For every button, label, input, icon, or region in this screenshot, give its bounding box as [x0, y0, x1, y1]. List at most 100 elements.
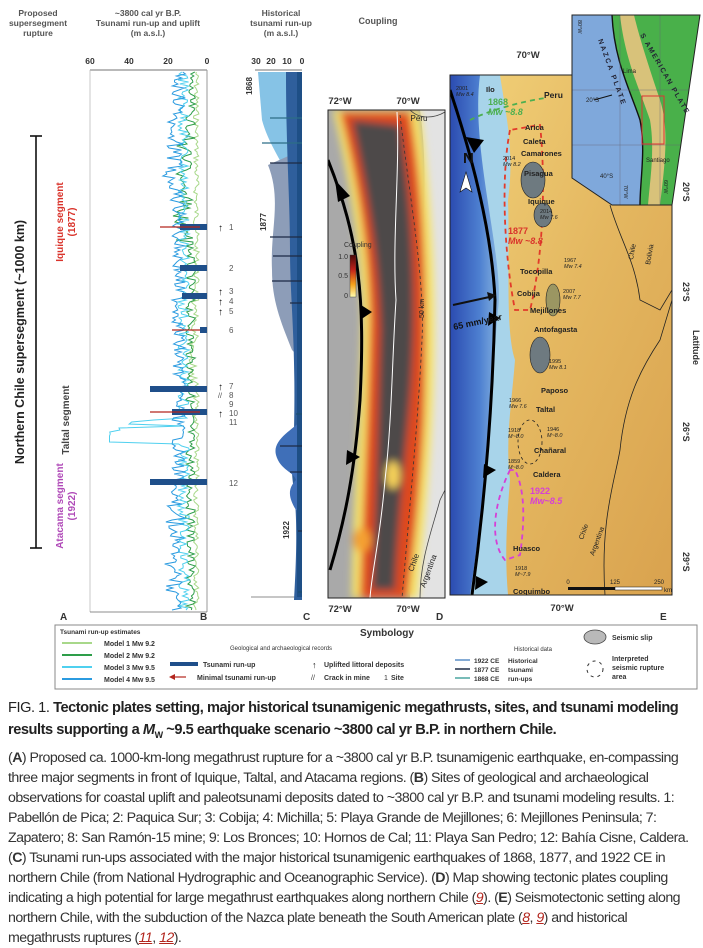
- city-label: Caldera: [533, 470, 561, 479]
- site-label: 9: [229, 400, 234, 409]
- hist-label: run-ups: [508, 676, 533, 683]
- city-label: Pisagua: [524, 169, 554, 178]
- header-b-line: Tsunami run-up and uplift: [96, 18, 200, 28]
- header-a-line: supersegment: [9, 18, 67, 28]
- panel-c-axis: 30 20 10 0: [251, 56, 305, 598]
- panel-e-frame: [449, 74, 673, 596]
- hist-label: tsunami: [508, 667, 533, 674]
- axis-tick-label: 30: [251, 56, 261, 66]
- tsunami-runup-bar: [180, 265, 207, 271]
- lon-label: 72°W: [328, 96, 351, 107]
- lat-label: 23°S: [681, 282, 691, 302]
- seismic-slip: [533, 202, 553, 228]
- axis-tick-label: 60: [85, 56, 95, 66]
- city-label: Chañaral: [534, 446, 566, 455]
- panel-a: Northern Chile supersegment (~1000 km) I…: [13, 135, 78, 549]
- event-label-1922: 1922: [282, 521, 291, 539]
- coupling-colorbar: Coupling 1.0 0.5 0: [338, 242, 371, 300]
- inset-lon-label: 70°W: [622, 185, 628, 199]
- caption-a: Proposed ca. 1000-km-long megathrust rup…: [8, 749, 679, 786]
- header-c: Historical tsunami run-up (m a.s.l.): [250, 8, 312, 38]
- panel-letters: A B C D E: [60, 612, 667, 623]
- convergence-arrowhead: [487, 292, 496, 301]
- subduction-triangle: [483, 464, 496, 478]
- north-arrow-icon: [459, 170, 473, 193]
- atacama-segment-label: Atacama segment: [55, 463, 66, 549]
- uplift-arrow-icon: ↑: [218, 287, 223, 298]
- latitude-title: Latitude: [691, 330, 701, 365]
- city-label: Cobija: [517, 289, 541, 298]
- site-label: 6: [229, 326, 234, 335]
- legend-label: Minimal tsunami run-up: [197, 675, 276, 682]
- subduction-triangle: [488, 312, 500, 326]
- header-a-line: rupture: [23, 28, 53, 38]
- reference-link-9[interactable]: 9: [475, 889, 484, 906]
- figure-caption: FIG. 1. Tectonic plates setting, major h…: [8, 697, 701, 948]
- lon-label: 70°W: [396, 96, 419, 107]
- colorbar-tick: 0.5: [338, 273, 348, 280]
- axis-tick-label: 10: [282, 56, 292, 66]
- seismic-slip-icon: [583, 629, 607, 645]
- header-a-line: Proposed: [18, 8, 57, 18]
- tsunami-runup-bar: [200, 327, 207, 333]
- lat-labels: 20°S 23°S 26°S 29°S Latitude: [681, 182, 701, 572]
- caption-b: Sites of geological and archaeological o…: [8, 769, 689, 846]
- caption-text: ) and historical megathrusts ruptures (: [8, 909, 628, 946]
- caption-panel-letter: B: [413, 769, 424, 786]
- colorbar-tick: 0: [344, 293, 348, 300]
- city-label: Tocopilla: [520, 267, 553, 276]
- inset-lat-label: 40°S: [600, 174, 613, 180]
- event-magnitude: Mw~8.5: [530, 496, 563, 506]
- country-label: Bolivia: [645, 244, 655, 266]
- site-runup-bars: [150, 224, 207, 485]
- uplift-arrow-icon: ↑: [218, 297, 223, 308]
- header-c-line: Historical: [262, 8, 301, 18]
- site-label: 8: [229, 391, 234, 400]
- hist-year: 1922 CE: [474, 658, 500, 665]
- caption-text: ).: [173, 929, 182, 946]
- event-year: 2001: [456, 86, 468, 92]
- caption-title-m: M: [142, 722, 155, 738]
- site-label: 4: [229, 297, 234, 306]
- site-label: 3: [229, 287, 234, 296]
- reference-link-9[interactable]: 9: [536, 909, 544, 926]
- reference-link-12[interactable]: 12: [159, 929, 174, 946]
- legend-label: Site: [391, 675, 404, 682]
- symbology-legend: Symbology Tsunami run-up estimates Model…: [54, 624, 698, 690]
- city-labels: Ilo Peru Arica Caleta Camarones Pisagua Iquiqu…: [486, 85, 578, 596]
- border-argentina: [419, 489, 445, 598]
- arrowhead: [169, 674, 175, 680]
- scale-bar: 0 125 250 km: [566, 580, 672, 594]
- site-label: 5: [229, 307, 234, 316]
- hist-label: Historical: [508, 658, 538, 665]
- event-year: 1995: [549, 359, 561, 365]
- site-label: 1: [229, 223, 234, 232]
- legend-historical: 1922 CE Historical 1877 CE tsunami 1868 CE ru…: [455, 658, 538, 683]
- city-label: Taltal: [536, 405, 555, 414]
- subduction-triangle: [466, 137, 484, 153]
- rupture-1877: [503, 123, 544, 311]
- interpreted-rupture: [517, 419, 543, 465]
- colorbar-title: Coupling: [344, 242, 372, 249]
- axis-tick-label: 0: [205, 56, 210, 66]
- reference-link-8[interactable]: 8: [522, 909, 530, 926]
- axis-tick-label: 40: [124, 56, 134, 66]
- legend-label: seismic rupture: [612, 665, 664, 672]
- panel-d-frame: [327, 109, 446, 599]
- event-magnitude: M~8.0: [508, 465, 524, 471]
- reference-link-11[interactable]: 11: [138, 929, 153, 946]
- inset-lon-label: 80°W: [576, 20, 582, 34]
- model-label: Model 3 Mw 9.5: [104, 665, 155, 672]
- scale-label: 250: [654, 580, 665, 586]
- event-year: 1946: [547, 427, 559, 433]
- legend-hist-title: Historical data: [514, 647, 553, 653]
- caption-panel-letter: C: [12, 849, 22, 866]
- axis-tick-label: 0: [300, 56, 305, 66]
- axis-tick-label: 20: [266, 56, 276, 66]
- event-magnitude: M~7.9: [515, 572, 530, 578]
- panel-letter: E: [660, 612, 667, 623]
- panel-e-seismotectonic-map: 70°W 70°W N 65 mm/year IloPeruAricaCalet…: [449, 14, 701, 614]
- city-label: Peru: [544, 90, 563, 100]
- event-magnitude: Mw 8.4: [456, 92, 474, 98]
